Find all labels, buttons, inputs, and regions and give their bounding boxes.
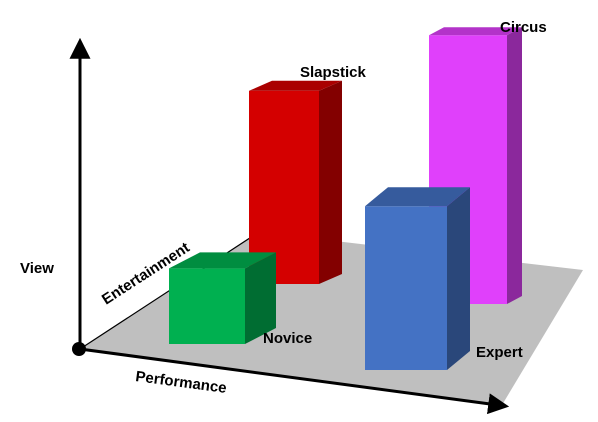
axis-origin: [72, 342, 86, 356]
x-axis: [79, 347, 510, 415]
bar-novice-top: [169, 252, 276, 269]
category-label-slapstick: Slapstick: [300, 64, 367, 81]
category-label-novice: Novice: [263, 330, 312, 347]
bar-slapstick-front: [249, 90, 319, 284]
y-axis-label: View: [20, 260, 54, 277]
category-label-circus: Circus: [500, 19, 547, 36]
x-axis-label: Performance: [134, 368, 227, 397]
bar-novice-side: [245, 252, 276, 344]
bar-slapstick-top: [249, 80, 342, 91]
bar-expert-front: [365, 206, 447, 370]
bar-novice-front: [169, 268, 245, 344]
bar-novice: [169, 252, 276, 344]
bar-expert: [365, 187, 470, 370]
bar-slapstick: [249, 80, 342, 284]
bar-expert-top: [365, 187, 470, 207]
bar-circus-top: [429, 27, 522, 36]
bars: [169, 27, 522, 370]
bar-expert-side: [447, 187, 470, 370]
category-label-expert: Expert: [476, 344, 523, 361]
bar-slapstick-side: [319, 80, 342, 284]
bar-circus-side: [507, 27, 522, 304]
